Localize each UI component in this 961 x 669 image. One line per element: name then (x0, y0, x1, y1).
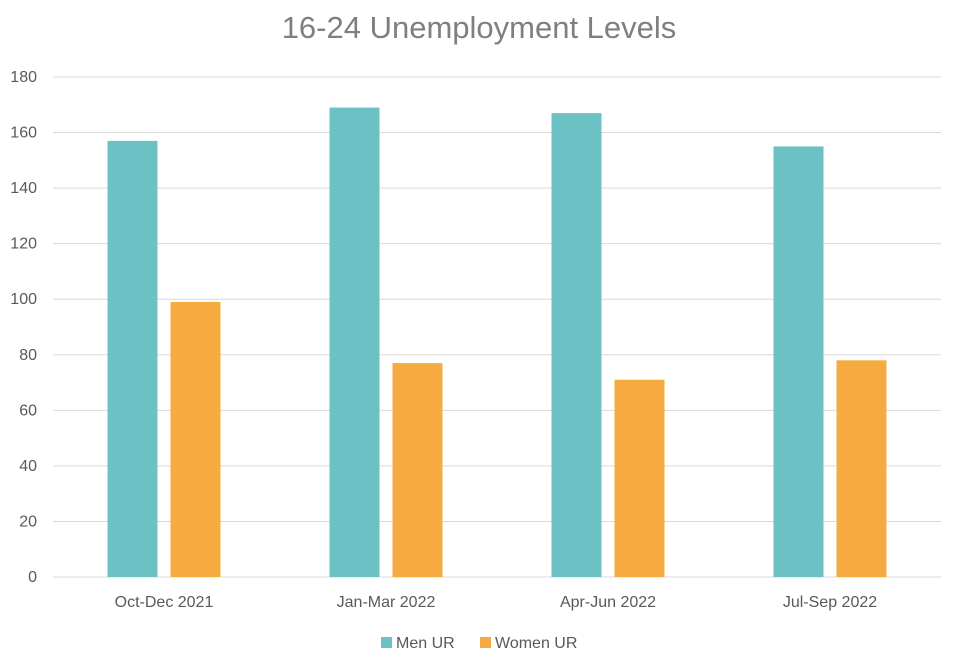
y-axis-tick-labels: 0 20 40 60 80 100 120 140 160 180 (10, 69, 37, 586)
y-tick-label: 180 (10, 69, 37, 86)
bar-men-ur-1 (329, 107, 380, 578)
bar-women-ur-1 (392, 363, 443, 577)
y-tick-label: 160 (10, 125, 37, 142)
y-tick-label: 40 (19, 458, 37, 475)
y-tick-label: 60 (19, 402, 37, 419)
x-category-label: Apr-Jun 2022 (560, 594, 656, 611)
y-tick-label: 100 (10, 291, 37, 308)
legend-label-women-ur: Women UR (495, 635, 577, 652)
x-category-label: Jul-Sep 2022 (783, 594, 877, 611)
chart-title: 16-24 Unemployment Levels (282, 10, 677, 45)
x-category-label: Jan-Mar 2022 (337, 594, 436, 611)
bar-men-ur-0 (107, 140, 158, 577)
y-tick-label: 0 (28, 569, 37, 586)
legend-swatch-men-ur (381, 637, 392, 648)
bar-women-ur-2 (614, 379, 665, 577)
y-tick-label: 80 (19, 347, 37, 364)
bar-women-ur-3 (836, 360, 887, 577)
x-axis-category-labels: Oct-Dec 2021 Jan-Mar 2022 Apr-Jun 2022 Jul-… (115, 594, 878, 611)
legend-label-men-ur: Men UR (396, 635, 455, 652)
bar-women-ur-0 (170, 302, 221, 577)
y-tick-label: 120 (10, 236, 37, 253)
legend-swatch-women-ur (480, 637, 491, 648)
y-tick-label: 140 (10, 180, 37, 197)
bar-men-ur-3 (773, 146, 824, 577)
bars (107, 107, 887, 578)
bar-men-ur-2 (551, 113, 602, 577)
legend: Men UR Women UR (381, 635, 577, 652)
y-tick-label: 20 (19, 513, 37, 530)
x-category-label: Oct-Dec 2021 (115, 594, 214, 611)
